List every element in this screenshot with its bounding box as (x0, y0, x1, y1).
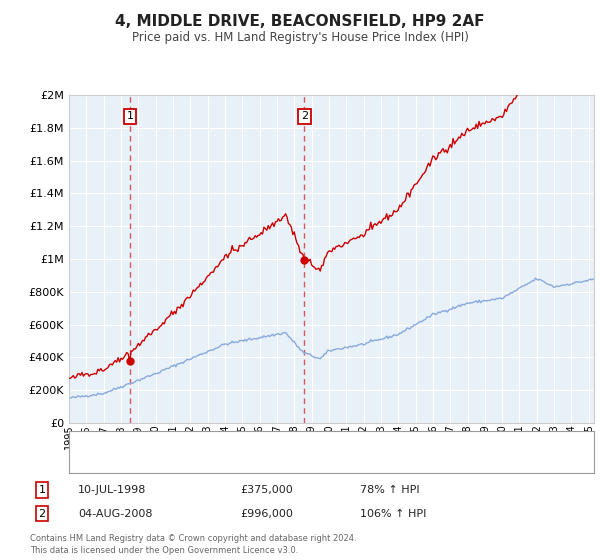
Text: —: — (78, 434, 95, 452)
Text: 78% ↑ HPI: 78% ↑ HPI (360, 485, 419, 495)
Text: £996,000: £996,000 (240, 508, 293, 519)
Text: HPI: Average price, detached house, Buckinghamshire: HPI: Average price, detached house, Buck… (111, 458, 395, 468)
Text: Price paid vs. HM Land Registry's House Price Index (HPI): Price paid vs. HM Land Registry's House … (131, 31, 469, 44)
Text: 1: 1 (38, 485, 46, 495)
Text: 10-JUL-1998: 10-JUL-1998 (78, 485, 146, 495)
Text: 4, MIDDLE DRIVE, BEACONSFIELD, HP9 2AF: 4, MIDDLE DRIVE, BEACONSFIELD, HP9 2AF (115, 14, 485, 29)
Text: 2: 2 (38, 508, 46, 519)
Text: —: — (78, 454, 95, 472)
Text: £375,000: £375,000 (240, 485, 293, 495)
Text: 1: 1 (127, 111, 134, 122)
Text: 4, MIDDLE DRIVE, BEACONSFIELD, HP9 2AF (detached house): 4, MIDDLE DRIVE, BEACONSFIELD, HP9 2AF (… (111, 438, 431, 448)
Text: 2: 2 (301, 111, 308, 122)
Text: Contains HM Land Registry data © Crown copyright and database right 2024.
This d: Contains HM Land Registry data © Crown c… (30, 534, 356, 555)
Text: 04-AUG-2008: 04-AUG-2008 (78, 508, 152, 519)
Text: 106% ↑ HPI: 106% ↑ HPI (360, 508, 427, 519)
